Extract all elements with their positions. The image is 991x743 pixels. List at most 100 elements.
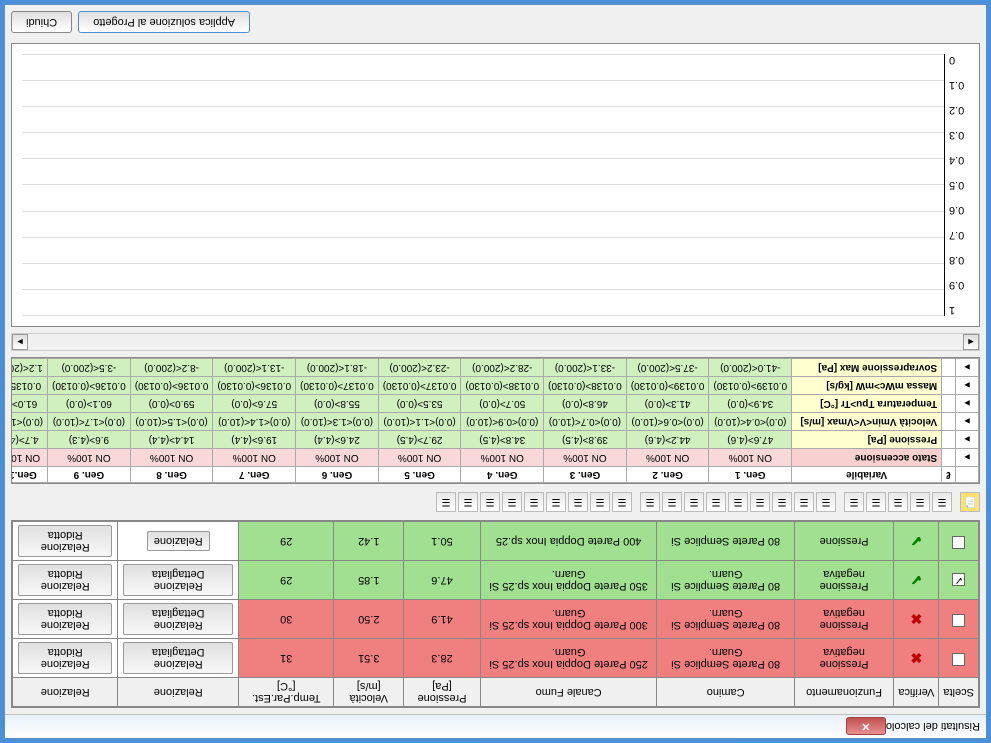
tool-button[interactable]: ☰ <box>910 492 930 512</box>
table-row[interactable]: ✖Pressione negativa80 Parete Semplice Si… <box>13 600 979 639</box>
cell: 250 Parete Doppia Inox sp.25 Si Guarn. <box>480 639 657 678</box>
variable-cell: (0.0)<0.4<(10.0) <box>709 413 792 431</box>
close-icon[interactable]: ✕ <box>846 718 886 736</box>
variable-cell: ON 100% <box>296 449 379 467</box>
gridline <box>22 289 944 290</box>
tool-button[interactable]: ☰ <box>502 492 522 512</box>
tool-button[interactable]: ☰ <box>436 492 456 512</box>
tool-button[interactable]: ☰ <box>728 492 748 512</box>
report-button[interactable]: Relazione Ridotta <box>18 564 112 596</box>
report-button[interactable]: Relazione Dettagliata <box>123 603 233 635</box>
variable-cell: 0.0135> <box>11 377 48 395</box>
report-button[interactable]: Relazione <box>147 531 210 551</box>
tool-button[interactable]: ☰ <box>568 492 588 512</box>
variable-cell: (0.0)<1.8 <box>11 413 48 431</box>
check-icon: ✔ <box>911 534 923 550</box>
report-button[interactable]: Relazione Ridotta <box>18 603 112 635</box>
variable-cell: (0.0)<0.7<(10.0) <box>544 413 627 431</box>
tool-button[interactable]: ☰ <box>866 492 886 512</box>
tool-button[interactable]: ☰ <box>816 492 836 512</box>
gridline <box>22 80 944 81</box>
tool-button[interactable]: 📄 <box>960 492 980 512</box>
tool-button[interactable]: ☰ <box>458 492 478 512</box>
tool-button[interactable]: ☰ <box>480 492 500 512</box>
tool-button[interactable]: ☰ <box>640 492 660 512</box>
col-header: Relazione <box>13 678 118 707</box>
y-tick-label: 0.8 <box>949 254 964 266</box>
variable-cell: -13.1<(200.0) <box>213 359 296 377</box>
var-col-header: Gen. 6 <box>296 467 379 483</box>
variable-cell: ON 100% <box>626 449 709 467</box>
apply-button[interactable]: Applica soluzione al Progetto <box>78 11 250 33</box>
variable-cell: 61.0>( <box>11 395 48 413</box>
cell: 50.1 <box>404 522 481 561</box>
cell: 400 Parete Doppia Inox sp.25 <box>480 522 657 561</box>
variable-cell: (0.0)<0.9<(10.0) <box>461 413 544 431</box>
report-button[interactable]: Relazione Ridotta <box>18 525 112 557</box>
tool-button[interactable]: ☰ <box>772 492 792 512</box>
bottom-bar: Applica soluzione al Progetto Chiudi <box>11 11 980 37</box>
gridline <box>22 158 944 159</box>
var-col-header <box>956 467 979 483</box>
variable-cell: (0.0)<1.1<(10.0) <box>378 413 461 431</box>
variable-row: ▸Temperatura Tpu>Tr [°C]34.9>(0.0)41.3>(… <box>11 395 979 413</box>
expand-icon[interactable]: ▸ <box>960 451 974 464</box>
h-scrollbar[interactable]: ◄ ► <box>11 333 980 351</box>
y-tick-label: 0.2 <box>949 104 964 116</box>
variable-cell: (0.0)<1.4<(10.0) <box>213 413 296 431</box>
report-button[interactable]: Relazione Dettagliata <box>123 642 233 674</box>
expand-icon[interactable]: ▸ <box>960 433 974 446</box>
tool-button[interactable]: ☰ <box>612 492 632 512</box>
cell: 2.50 <box>334 600 404 639</box>
variable-cell: 53.5>(0.0) <box>378 395 461 413</box>
variable-label: Pressione [Pa] <box>792 431 942 449</box>
gridline <box>22 185 944 186</box>
close-button[interactable]: Chiudi <box>11 11 72 33</box>
tool-button[interactable]: ☰ <box>662 492 682 512</box>
tool-button[interactable]: ☰ <box>706 492 726 512</box>
cell: 28.3 <box>404 639 481 678</box>
scelta-checkbox[interactable] <box>952 653 965 666</box>
report-button[interactable]: Relazione Dettagliata <box>123 564 233 596</box>
variable-cell: 0.0139>(0.0130) <box>709 377 792 395</box>
y-tick-label: 0.5 <box>949 179 964 191</box>
variable-cell: (0.0)<1.3<(10.0) <box>296 413 379 431</box>
variable-label: Massa mWc>mW [kg/s] <box>792 377 942 395</box>
variable-cell: 39.8>(4.5) <box>544 431 627 449</box>
gridline <box>22 263 944 264</box>
scelta-checkbox[interactable] <box>952 536 965 549</box>
expand-icon[interactable]: ▸ <box>960 415 974 428</box>
y-tick-label: 1 <box>949 304 955 316</box>
scroll-right-icon[interactable]: ► <box>12 334 28 350</box>
scelta-checkbox[interactable] <box>952 614 965 627</box>
tool-button[interactable]: ☰ <box>750 492 770 512</box>
scroll-left-icon[interactable]: ◄ <box>963 334 979 350</box>
col-header: Funzionamento <box>794 678 894 707</box>
expand-icon[interactable]: ▸ <box>960 361 974 374</box>
tool-button[interactable]: ☰ <box>932 492 952 512</box>
y-tick-label: 0 <box>949 54 955 66</box>
tool-button[interactable]: ☰ <box>546 492 566 512</box>
tool-button[interactable]: ☰ <box>684 492 704 512</box>
report-button[interactable]: Relazione Ridotta <box>18 642 112 674</box>
variable-cell: 29.7>(4.5) <box>378 431 461 449</box>
tool-button[interactable]: ☰ <box>844 492 864 512</box>
variable-cell: 46.8>(0.0) <box>544 395 627 413</box>
variable-cell: ON 100% <box>213 449 296 467</box>
calc-results-window: Risultati del calcolo ✕ SceltaVerificaFu… <box>4 4 987 739</box>
scelta-checkbox[interactable] <box>952 574 965 587</box>
tool-button[interactable]: ☰ <box>888 492 908 512</box>
table-row[interactable]: ✔Pressione negativa80 Parete Semplice Si… <box>13 561 979 600</box>
expand-icon[interactable]: ▸ <box>960 379 974 392</box>
cell: 29 <box>239 561 334 600</box>
tool-button[interactable]: ☰ <box>794 492 814 512</box>
tool-button[interactable]: ☰ <box>524 492 544 512</box>
variable-cell: 4.7>(4. <box>11 431 48 449</box>
cell: 350 Parete Doppia Inox sp.25 Si Guarn. <box>480 561 657 600</box>
tool-button[interactable]: ☰ <box>590 492 610 512</box>
table-row[interactable]: ✔Pressione80 Parete Semplice Si400 Paret… <box>13 522 979 561</box>
cell: 80 Parete Semplice Si Guarn. <box>657 600 794 639</box>
var-col-header: Gen. 3 <box>544 467 627 483</box>
expand-icon[interactable]: ▸ <box>960 397 974 410</box>
table-row[interactable]: ✖Pressione negativa80 Parete Semplice Si… <box>13 639 979 678</box>
